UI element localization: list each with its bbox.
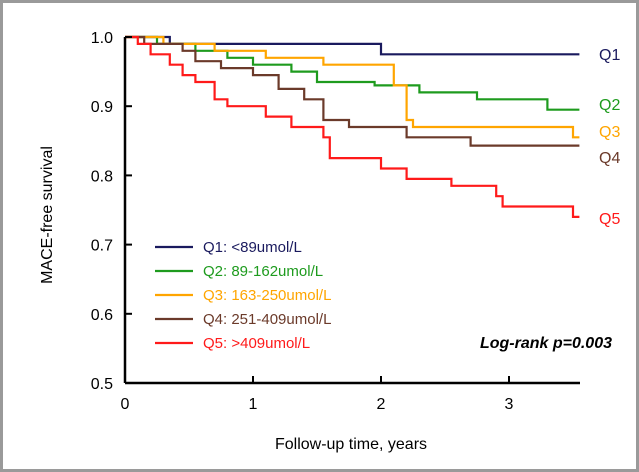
log-rank-annotation: Log-rank p=0.003 xyxy=(480,335,612,352)
series-line-q5 xyxy=(125,35,580,218)
y-tick-label: 0.5 xyxy=(91,376,113,393)
end-label-q2: Q2 xyxy=(599,97,620,114)
legend-label-q5: Q5: >409umol/L xyxy=(203,335,310,352)
y-tick-label: 0.7 xyxy=(91,238,113,255)
legend-label-q1: Q1: <89umol/L xyxy=(203,239,302,256)
legend: Q1: <89umol/L Q2: 89-162umol/L Q3: 163-250… xyxy=(155,239,331,352)
y-tick-label: 0.8 xyxy=(91,168,113,185)
end-label-layer: Q1 Q2 Q3 Q4 Q5 xyxy=(599,47,620,228)
end-label-q4: Q4 xyxy=(599,150,620,167)
series-line-q2 xyxy=(125,35,580,111)
x-tick-label: 3 xyxy=(505,396,514,413)
end-label-q5: Q5 xyxy=(599,211,620,228)
legend-label-q3: Q3: 163-250umol/L xyxy=(203,287,331,304)
y-tick-label: 1.0 xyxy=(91,30,113,47)
end-label-q1: Q1 xyxy=(599,47,620,64)
series-line-q4 xyxy=(125,35,580,147)
x-axis-title: Follow-up time, years xyxy=(275,436,427,453)
x-tick-label: 0 xyxy=(121,396,130,413)
x-tick-label: 2 xyxy=(377,396,386,413)
legend-label-q4: Q4: 251-409umol/L xyxy=(203,311,331,328)
y-tick-label: 0.6 xyxy=(91,307,113,324)
legend-label-q2: Q2: 89-162umol/L xyxy=(203,263,323,280)
x-tick-label: 1 xyxy=(249,396,258,413)
y-tick-label: 0.9 xyxy=(91,99,113,116)
series-layer xyxy=(125,35,580,218)
axes-layer: 0.5 0.6 0.7 0.8 0.9 1.0 0 1 2 3 xyxy=(91,30,580,413)
end-label-q3: Q3 xyxy=(599,124,620,141)
series-line-q3 xyxy=(125,35,580,139)
y-axis-title: MACE-free survival xyxy=(39,146,56,284)
